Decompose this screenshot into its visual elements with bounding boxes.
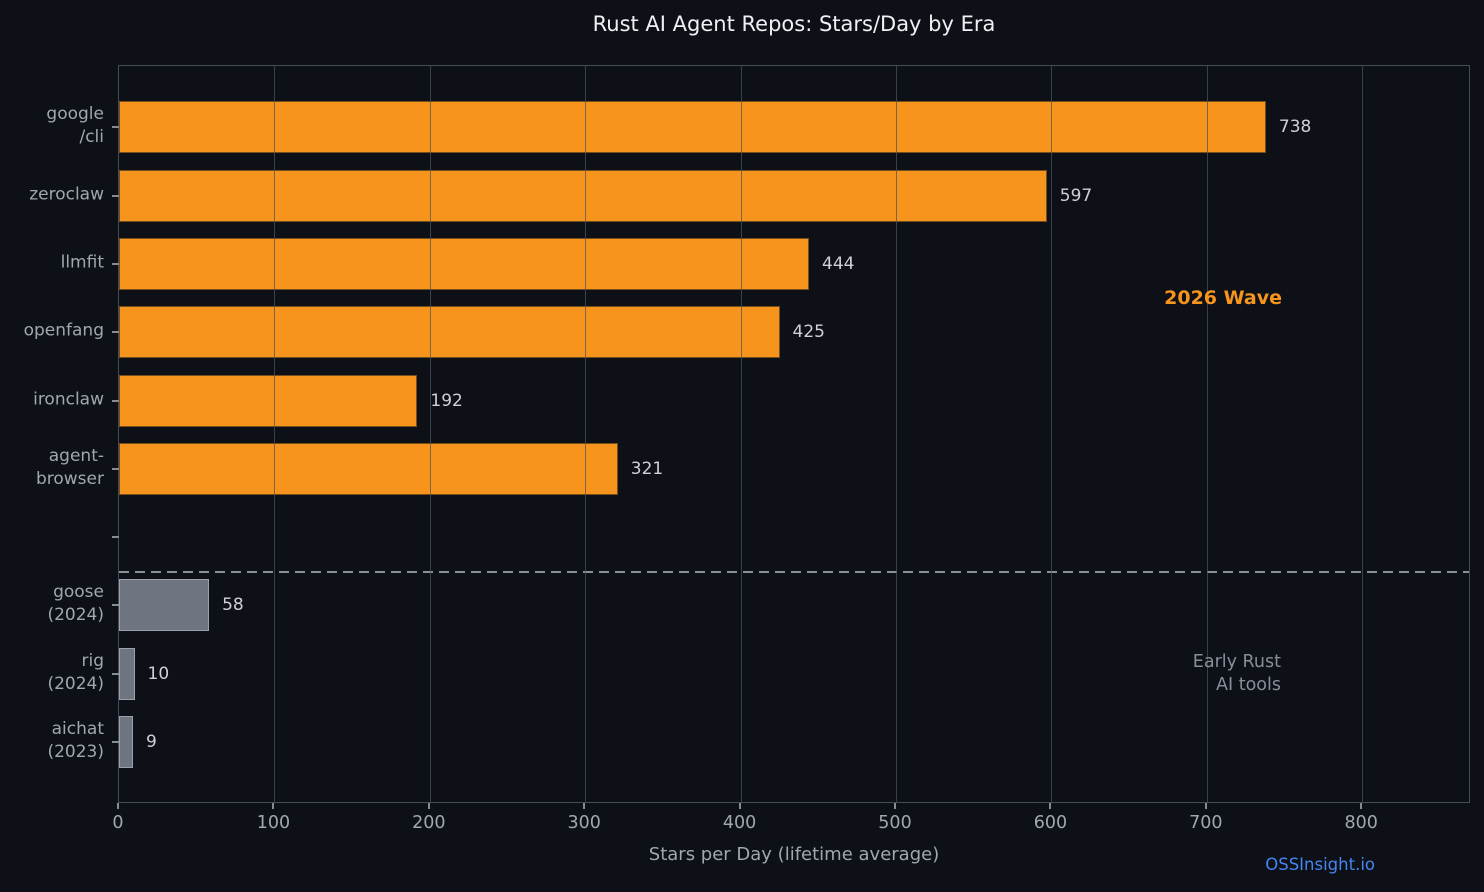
era-separator-dashed-line xyxy=(119,571,1469,573)
x-tick-mark-100 xyxy=(272,803,275,809)
gridline-500 xyxy=(896,66,897,802)
y-label-line: zeroclaw xyxy=(29,184,104,205)
x-tick-mark-800 xyxy=(1360,803,1363,809)
x-tick-label-500: 500 xyxy=(878,813,912,833)
gridline-300 xyxy=(585,66,587,802)
y-label-line: /cli xyxy=(79,127,104,148)
y-tick-mark xyxy=(112,604,119,607)
x-tick-label-400: 400 xyxy=(722,813,757,833)
y-axis-label-llmfit: llmfit xyxy=(61,251,104,274)
y-label-line: aichat xyxy=(51,719,104,739)
x-axis-label: Stars per Day (lifetime average) xyxy=(648,844,940,865)
y-tick-mark xyxy=(112,467,119,470)
y-label-line: rig xyxy=(81,650,104,671)
bar-google-cli xyxy=(119,101,1266,154)
bar-goose-2024- xyxy=(119,579,210,632)
y-axis-label-ironclaw: ironclaw xyxy=(33,388,104,411)
y-axis-label-openfang: openfang xyxy=(24,320,104,343)
y-axis-label-aichat-2023-: aichat (2023) xyxy=(47,718,104,764)
x-tick-label-300: 300 xyxy=(567,813,601,833)
bar-llmfit xyxy=(119,237,809,290)
bar-value-label: 9 xyxy=(146,732,157,752)
x-tick-mark-200 xyxy=(427,803,430,809)
annotation-early-rust-ai-tools: Early Rust AI tools xyxy=(1193,651,1281,696)
y-tick-mark xyxy=(112,399,119,402)
bar-zeroclaw xyxy=(119,169,1047,222)
bar-ironclaw xyxy=(119,374,418,427)
gridline-400 xyxy=(740,66,742,802)
y-axis-labels: google/cli zeroclaw llmfit openfang ironclaw… xyxy=(0,65,104,803)
x-tick-mark-300 xyxy=(583,803,586,809)
x-tick-mark-600 xyxy=(1049,803,1052,809)
bar-aichat-2023- xyxy=(119,716,133,768)
annotation-early-line-1: Early Rust xyxy=(1192,652,1281,672)
x-tick-mark-700 xyxy=(1204,803,1207,809)
bar-value-label: 425 xyxy=(792,322,825,343)
gridline-800 xyxy=(1362,66,1364,802)
x-tick-label-100: 100 xyxy=(256,813,291,833)
bar-value-label: 321 xyxy=(630,458,664,479)
chart-title: Rust AI Agent Repos: Stars/Day by Era xyxy=(592,12,996,36)
y-tick-mark xyxy=(112,741,119,743)
x-tick-label-800: 800 xyxy=(1344,813,1378,833)
y-label-line: (2024) xyxy=(47,605,104,626)
y-label-line: (2023) xyxy=(47,742,104,762)
y-tick-mark xyxy=(112,194,119,197)
y-label-line: goose xyxy=(53,582,104,603)
y-label-line: google xyxy=(46,104,104,125)
bar-value-label: 10 xyxy=(147,663,170,684)
y-axis-label-zeroclaw: zeroclaw xyxy=(29,183,104,206)
y-label-line: openfang xyxy=(23,320,104,341)
x-tick-label-600: 600 xyxy=(1033,813,1068,833)
bar-openfang xyxy=(119,306,780,359)
y-tick-mark xyxy=(112,331,119,334)
y-label-line: (2024) xyxy=(47,673,104,694)
x-tick-label-700: 700 xyxy=(1189,813,1223,833)
x-tick-mark-0 xyxy=(117,803,119,809)
y-axis-label-agent-browser: agent-browser xyxy=(36,445,104,491)
y-axis-label-google-cli: google/cli xyxy=(46,103,104,149)
bar-value-label: 597 xyxy=(1059,185,1093,206)
x-tick-label-200: 200 xyxy=(412,813,446,833)
y-tick-mark xyxy=(112,126,119,129)
x-tick-mark-500 xyxy=(894,803,896,809)
annotation-early-line-2: AI tools xyxy=(1216,674,1281,695)
bar-agent-browser xyxy=(119,442,618,495)
gridline-600 xyxy=(1051,66,1053,802)
y-label-line: agent- xyxy=(48,445,104,466)
y-label-line: llmfit xyxy=(60,252,104,273)
x-axis: 0 100 200 300 400 500 600 700 800 xyxy=(112,803,1470,853)
x-tick-label-0: 0 xyxy=(112,813,124,833)
y-tick-mark xyxy=(112,262,119,265)
annotation-2026-wave: 2026 Wave xyxy=(1164,287,1282,309)
y-axis-label-goose-2024-: goose (2024) xyxy=(47,581,104,627)
gridline-200 xyxy=(429,66,431,802)
bar-value-label: 192 xyxy=(430,390,463,411)
x-tick-mark-400 xyxy=(738,803,741,809)
y-tick-mark xyxy=(112,672,119,675)
y-label-line: ironclaw xyxy=(33,389,104,409)
bar-value-label: 58 xyxy=(222,595,244,616)
y-tick-mark xyxy=(112,536,119,539)
y-axis-label-rig-2024-: rig (2024) xyxy=(47,650,104,696)
bar-value-label: 738 xyxy=(1278,117,1312,138)
bar-value-label: 444 xyxy=(822,253,855,274)
gridline-700 xyxy=(1206,66,1208,802)
plot-area: 2026 Wave Early Rust AI tools 738 597 444 4… xyxy=(112,65,1470,803)
gridline-100 xyxy=(274,66,276,802)
bar-rig-2024- xyxy=(119,647,135,700)
watermark-ossinsight-link[interactable]: OSSInsight.io xyxy=(1265,855,1375,874)
y-label-line: browser xyxy=(35,468,104,489)
